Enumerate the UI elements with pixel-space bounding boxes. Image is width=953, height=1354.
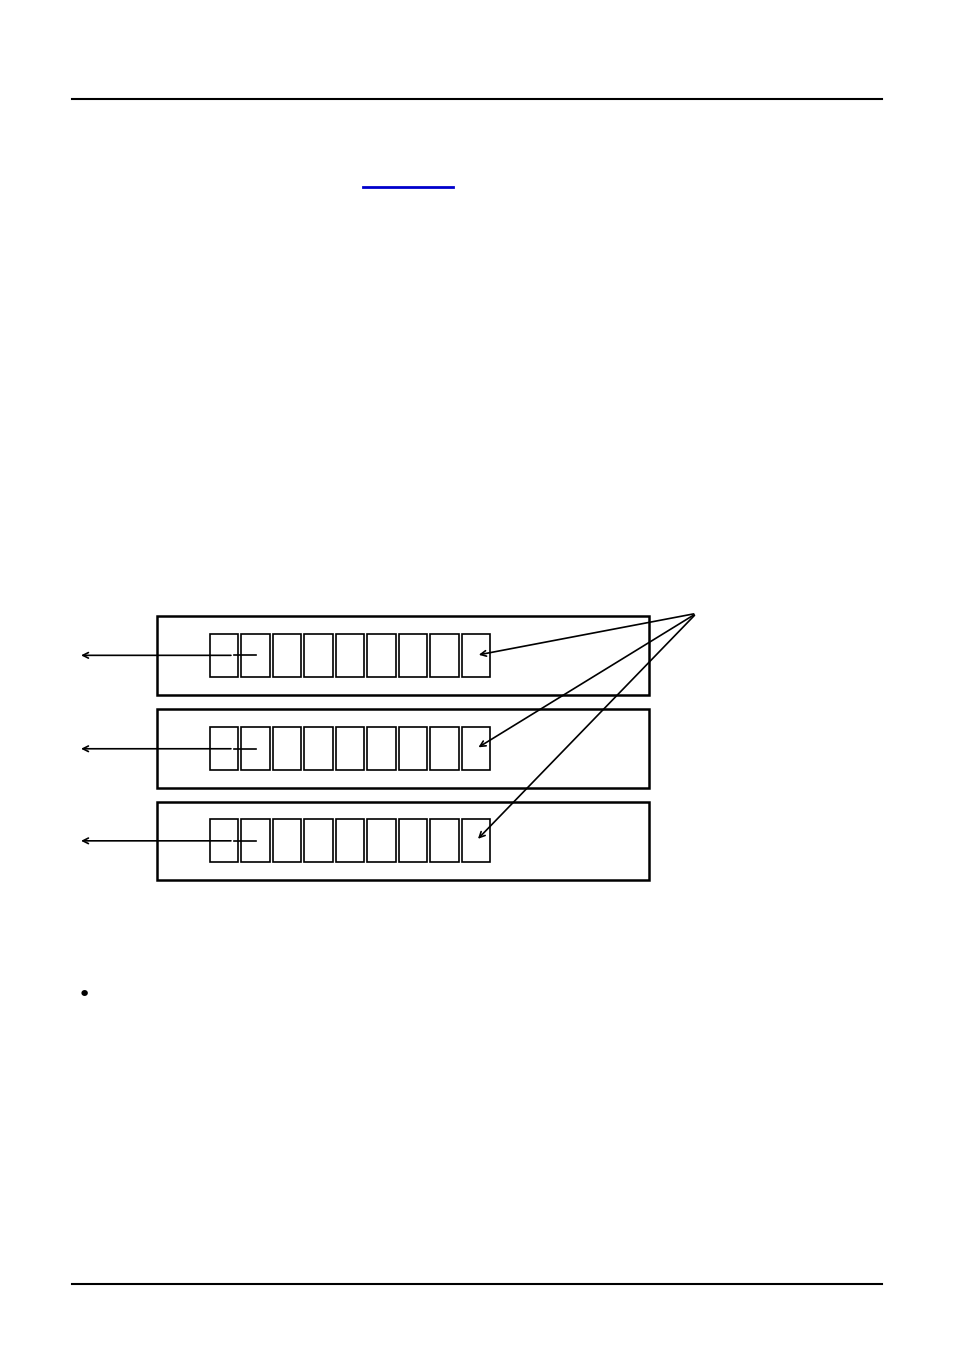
Bar — [335, 819, 364, 862]
Bar — [157, 802, 648, 880]
Bar — [210, 634, 238, 677]
Bar — [398, 819, 427, 862]
Bar — [241, 819, 270, 862]
Bar — [398, 634, 427, 677]
Bar — [430, 634, 458, 677]
Bar — [461, 634, 490, 677]
Bar — [157, 616, 648, 695]
Bar — [210, 819, 238, 862]
Bar — [210, 727, 238, 770]
Bar — [367, 727, 395, 770]
Bar — [335, 634, 364, 677]
Text: •: • — [77, 986, 91, 1005]
Bar — [430, 819, 458, 862]
Bar — [273, 819, 301, 862]
Bar — [461, 727, 490, 770]
Bar — [273, 634, 301, 677]
Bar — [430, 727, 458, 770]
Bar — [335, 727, 364, 770]
Bar — [367, 634, 395, 677]
Bar — [304, 727, 333, 770]
Bar — [367, 819, 395, 862]
Bar — [398, 727, 427, 770]
Bar — [241, 634, 270, 677]
Bar — [273, 727, 301, 770]
Bar — [304, 819, 333, 862]
Bar — [241, 727, 270, 770]
Bar — [461, 819, 490, 862]
Bar — [157, 709, 648, 788]
Bar — [304, 634, 333, 677]
